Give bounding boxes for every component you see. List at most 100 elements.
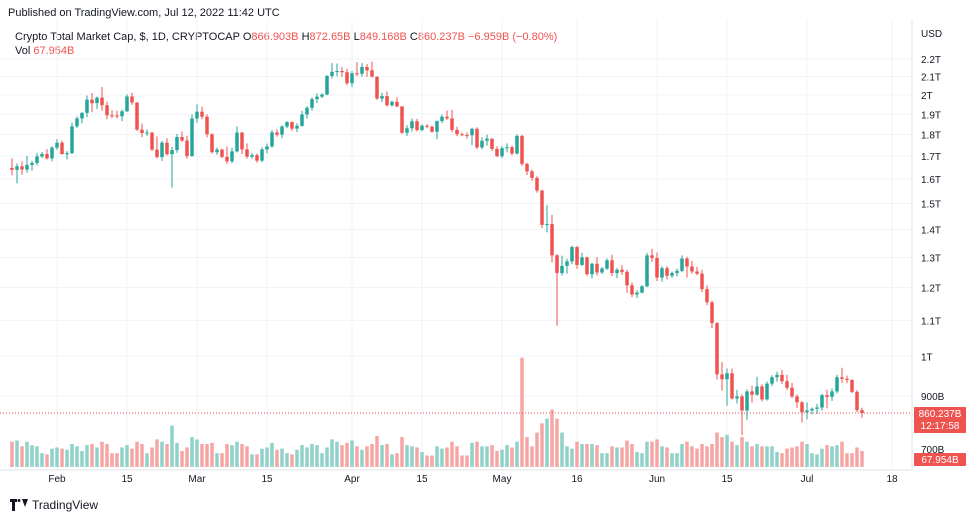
candle-body xyxy=(860,410,864,414)
volume-bar xyxy=(140,444,144,467)
candle-body xyxy=(655,257,659,278)
volume-bar xyxy=(200,444,204,467)
candle-body xyxy=(385,96,389,106)
volume-bar xyxy=(45,454,49,467)
x-tick-label: Feb xyxy=(48,474,66,485)
candle-body xyxy=(735,396,739,399)
volume-bar xyxy=(480,446,484,467)
volume-bar xyxy=(320,453,324,467)
candle-body xyxy=(135,102,139,130)
candle-body xyxy=(210,134,214,153)
x-tick-label: Jun xyxy=(649,474,665,485)
volume-bar xyxy=(395,453,399,467)
candle-body xyxy=(290,122,294,129)
candle-body xyxy=(815,407,819,409)
candle-body xyxy=(300,114,304,126)
volume-bar xyxy=(570,448,574,467)
y-tick-label: 1.4T xyxy=(921,225,941,236)
tradingview-brand[interactable]: TradingView xyxy=(10,498,98,512)
candle-body xyxy=(325,76,329,95)
x-tick-label: 15 xyxy=(261,474,273,485)
grid-lines xyxy=(0,20,912,470)
candle-body xyxy=(565,261,569,266)
volume-bar xyxy=(225,444,229,467)
volume-bar xyxy=(450,441,454,467)
candle-body xyxy=(155,149,159,158)
volume-bar xyxy=(825,445,829,467)
candle-body xyxy=(60,142,64,155)
volume-bar xyxy=(415,447,419,467)
volume-bar xyxy=(735,445,739,467)
volume-bar xyxy=(575,441,579,467)
x-tick-label: 15 xyxy=(721,474,733,485)
low-value: 849.168B xyxy=(359,31,407,43)
candle-body xyxy=(585,257,589,275)
candle-body xyxy=(175,136,179,151)
volume-bar xyxy=(775,452,779,467)
candle-body xyxy=(555,255,559,274)
volume-bar xyxy=(815,454,819,467)
candle-body xyxy=(810,408,814,411)
candle-body xyxy=(450,118,454,130)
volume-bar xyxy=(470,442,474,467)
volume-label: Vol xyxy=(15,45,31,57)
candle-body xyxy=(660,268,664,278)
volume-bar xyxy=(585,444,589,467)
volume-bar xyxy=(425,455,429,467)
candle-body xyxy=(165,142,169,155)
volume-bar xyxy=(820,448,824,467)
candle-body xyxy=(315,96,319,100)
candle-body xyxy=(340,71,344,73)
candle-body xyxy=(550,224,554,256)
candle-body xyxy=(280,126,284,135)
volume-bar xyxy=(420,452,424,467)
candle-body xyxy=(755,386,759,395)
candle-body xyxy=(45,153,49,159)
x-tick-label: 18 xyxy=(886,474,898,485)
candle-body xyxy=(825,395,829,397)
candle-body xyxy=(540,190,544,225)
volume-bar xyxy=(190,437,194,467)
candle-body xyxy=(330,71,334,77)
volume-bar xyxy=(465,455,469,467)
published-caption: Published on TradingView.com, Jul 12, 20… xyxy=(8,7,280,19)
volume-bar xyxy=(805,444,809,467)
candle-body xyxy=(790,387,794,397)
candle-body xyxy=(675,270,679,274)
candle-body xyxy=(140,129,144,133)
last-price-badge xyxy=(914,407,966,434)
candle-body xyxy=(65,153,69,155)
candle-body xyxy=(365,66,369,71)
candle-body xyxy=(20,166,24,170)
candle-body xyxy=(575,247,579,265)
chart-legend: Crypto Total Market Cap, $, 1D, CRYPTOCA… xyxy=(15,30,557,44)
volume-bar xyxy=(115,453,119,467)
candle-body xyxy=(310,99,314,108)
candle-body xyxy=(480,140,484,148)
candle-body xyxy=(255,155,259,161)
volume-bar xyxy=(210,442,214,467)
candle-body xyxy=(680,258,684,271)
candle-body xyxy=(545,224,549,226)
volume-bar xyxy=(685,441,689,467)
volume-bar xyxy=(80,450,84,467)
candle-body xyxy=(295,125,299,129)
candle-body xyxy=(630,285,634,295)
candle-body xyxy=(520,135,524,164)
volume-bar xyxy=(180,450,184,467)
volume-bar xyxy=(165,444,169,467)
candle-body xyxy=(130,96,134,103)
candle-body xyxy=(625,271,629,286)
candle-body xyxy=(610,260,614,274)
x-tick-label: 16 xyxy=(571,474,583,485)
candle-body xyxy=(195,111,199,119)
candle-body xyxy=(495,148,499,157)
volume-bar xyxy=(20,446,24,467)
candle-body xyxy=(70,126,74,154)
candle-body xyxy=(400,106,404,133)
volume-bar xyxy=(110,453,114,467)
volume-bar xyxy=(500,449,504,467)
candle-body xyxy=(320,94,324,97)
volume-bar xyxy=(710,444,714,467)
